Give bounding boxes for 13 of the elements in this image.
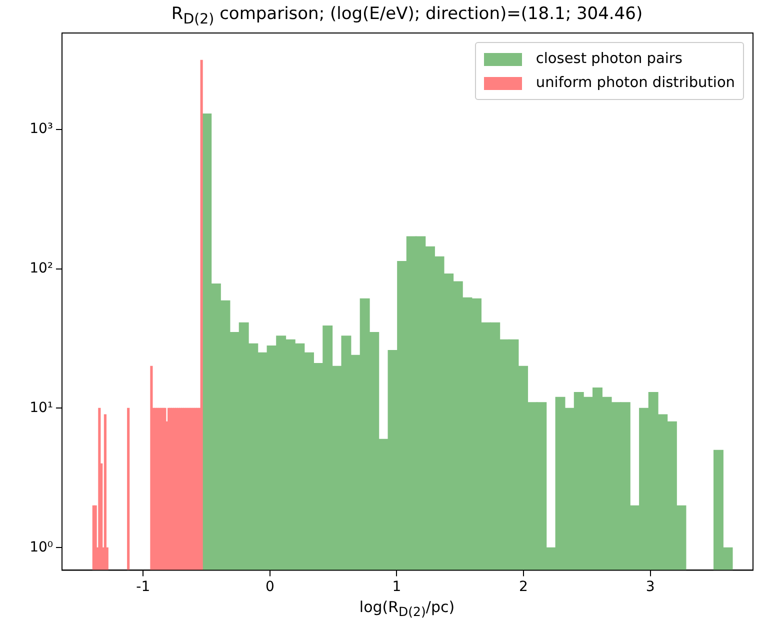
x-tick-label: 3 [646, 579, 655, 596]
y-tick-label: 10¹ [30, 400, 53, 416]
y-tick-label: 10³ [30, 120, 53, 137]
legend-label: uniform photon distribution [536, 75, 735, 91]
chart-title: R$_{D(2)}$ comparison; (log(E/eV); direction)=(18.1; 304.46) [170, 4, 644, 28]
x-tick-label: -1 [136, 579, 150, 596]
y-tick-label: 10² [30, 260, 53, 276]
x-axis-title: log(R$_{D(2)}$/pc) [358, 598, 456, 619]
legend-label: closest photon pairs [536, 51, 682, 67]
x-tick-label: 1 [392, 579, 402, 596]
x-tick-label: 2 [519, 579, 528, 596]
y-tick-label: 10⁰ [30, 539, 54, 556]
x-tick-label: 0 [265, 579, 274, 596]
